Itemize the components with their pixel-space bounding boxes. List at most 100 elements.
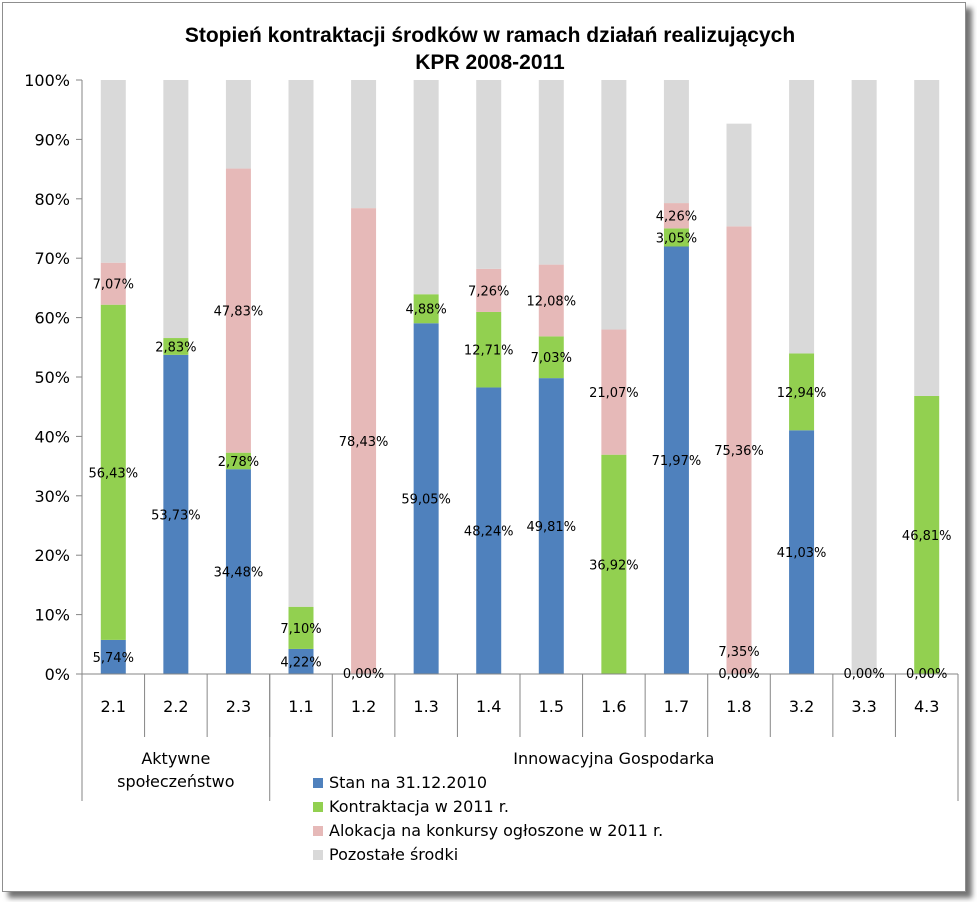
- x-axis: 2.1 2.2 2.3 1.1 1.2 1.3 1.4 1.5 1.6 1.7 1.8 3.2 3.3 4…: [81, 673, 959, 801]
- data-label: 0,00%: [906, 667, 947, 682]
- bar-segment: [538, 264, 564, 337]
- x-group-label: Innowacyjna Gospodarka: [513, 749, 714, 768]
- bar-segment: [663, 80, 689, 204]
- bar-segment: [225, 469, 251, 674]
- data-label: 47,83%: [214, 305, 264, 320]
- data-label: 7,03%: [531, 351, 572, 366]
- x-tick-label: 1.8: [726, 697, 751, 716]
- bar-segment: [601, 454, 627, 674]
- data-label: 48,24%: [464, 525, 514, 540]
- x-tick-label: 1.1: [288, 697, 313, 716]
- y-tick-label: 10%: [34, 606, 70, 625]
- data-label: 34,48%: [214, 566, 264, 581]
- y-tick-label: 0%: [45, 665, 70, 684]
- x-group-label: Aktywne: [141, 749, 210, 768]
- data-label: 12,71%: [464, 344, 514, 359]
- x-tick-label: 2.2: [163, 697, 188, 716]
- bar-segment: [476, 268, 502, 312]
- x-group-label: społeczeństwo: [117, 772, 234, 791]
- bar-segment: [225, 452, 251, 470]
- data-label: 3,05%: [656, 231, 697, 246]
- bar-segment: [351, 208, 377, 674]
- y-axis: 0% 10% 20% 30% 40% 50% 60% 70% 80% 90% 100%: [24, 71, 83, 684]
- y-tick-label: 30%: [34, 487, 70, 506]
- legend-swatch: [313, 850, 323, 860]
- data-label: 56,43%: [88, 466, 138, 481]
- bar-segment: [663, 246, 689, 674]
- x-tick-label: 2.1: [101, 697, 126, 716]
- title-line: KPR 2008-2011: [415, 51, 565, 74]
- x-tick-label: 1.3: [413, 697, 438, 716]
- bar-segment: [100, 304, 126, 640]
- bar-segment: [288, 648, 314, 674]
- legend-swatch: [313, 802, 323, 812]
- bar-segment: [225, 80, 251, 169]
- x-tick-label: 1.2: [351, 697, 376, 716]
- x-tick-label: 1.7: [664, 697, 689, 716]
- data-label: 5,74%: [93, 651, 134, 666]
- bar-segment: [851, 80, 877, 674]
- data-label: 41,03%: [777, 546, 827, 561]
- bar-segment: [163, 338, 189, 355]
- data-label: 4,88%: [405, 303, 446, 318]
- data-label: 2,78%: [218, 455, 259, 470]
- data-label: 46,81%: [902, 529, 952, 544]
- data-label: 0,00%: [718, 667, 759, 682]
- bar-segment: [914, 80, 940, 396]
- data-label: 2,83%: [155, 340, 196, 355]
- bar-segment: [288, 80, 314, 607]
- bar-segment: [663, 203, 689, 229]
- y-tick-label: 20%: [34, 546, 70, 565]
- y-tick-label: 40%: [34, 427, 70, 446]
- bar-segment: [726, 226, 752, 674]
- bar-segment: [476, 80, 502, 269]
- bar-segment: [413, 80, 439, 295]
- bar-segment: [413, 323, 439, 674]
- bar-segment: [225, 168, 251, 453]
- bar-segment: [476, 311, 502, 388]
- data-label: 36,92%: [589, 558, 639, 573]
- legend-label: Stan na 31.12.2010: [329, 773, 487, 792]
- legend-swatch: [313, 826, 323, 836]
- legend-label: Kontraktacja w 2011 r.: [329, 797, 509, 816]
- bar-segment: [288, 606, 314, 649]
- bar-segment: [100, 639, 126, 674]
- data-labels: 5,74% 56,43% 7,07% 53,73% 2,83% 34,48% 2,78% 47…: [88, 210, 951, 682]
- bar-segment: [100, 262, 126, 305]
- data-label: 12,94%: [777, 386, 827, 401]
- data-label: 7,10%: [280, 622, 321, 637]
- x-tick-label: 1.5: [539, 697, 564, 716]
- legend-label: Pozostałe środki: [329, 845, 458, 864]
- data-label: 78,43%: [339, 435, 389, 450]
- bar-segment: [163, 80, 189, 339]
- x-tick-label: 2.3: [226, 697, 251, 716]
- bar-segment: [100, 80, 126, 263]
- bar-segment: [789, 80, 815, 354]
- data-label: 71,97%: [652, 454, 702, 469]
- x-tick-label: 3.2: [789, 697, 814, 716]
- data-label: 59,05%: [401, 493, 451, 508]
- bar-segment: [538, 80, 564, 265]
- x-tick-label: 1.6: [601, 697, 626, 716]
- bar-segment: [601, 80, 627, 330]
- y-tick-label: 60%: [34, 309, 70, 328]
- bar-segment: [789, 430, 815, 674]
- bar-segment: [914, 395, 940, 674]
- data-label: 75,36%: [714, 444, 764, 459]
- data-label: 49,81%: [526, 520, 576, 535]
- legend: Stan na 31.12.2010 Kontraktacja w 2011 r.…: [313, 773, 663, 864]
- data-label: 4,26%: [656, 210, 697, 225]
- bar-segment: [413, 294, 439, 324]
- chart-title: Stopień kontraktacji środków w ramach dz…: [185, 24, 795, 74]
- bar-segment: [538, 336, 564, 379]
- bar-segment: [163, 354, 189, 674]
- data-label: 4,22%: [280, 655, 321, 670]
- data-label: 53,73%: [151, 508, 201, 523]
- legend-label: Alokacja na konkursy ogłoszone w 2011 r.: [329, 821, 663, 840]
- x-tick-label: 1.4: [476, 697, 501, 716]
- data-label: 0,00%: [843, 667, 884, 682]
- chart-frame: Stopień kontraktacji środków w ramach dz…: [2, 2, 966, 892]
- y-tick-label: 90%: [34, 130, 70, 149]
- data-label: 0,00%: [343, 667, 384, 682]
- data-label: 21,07%: [589, 386, 639, 401]
